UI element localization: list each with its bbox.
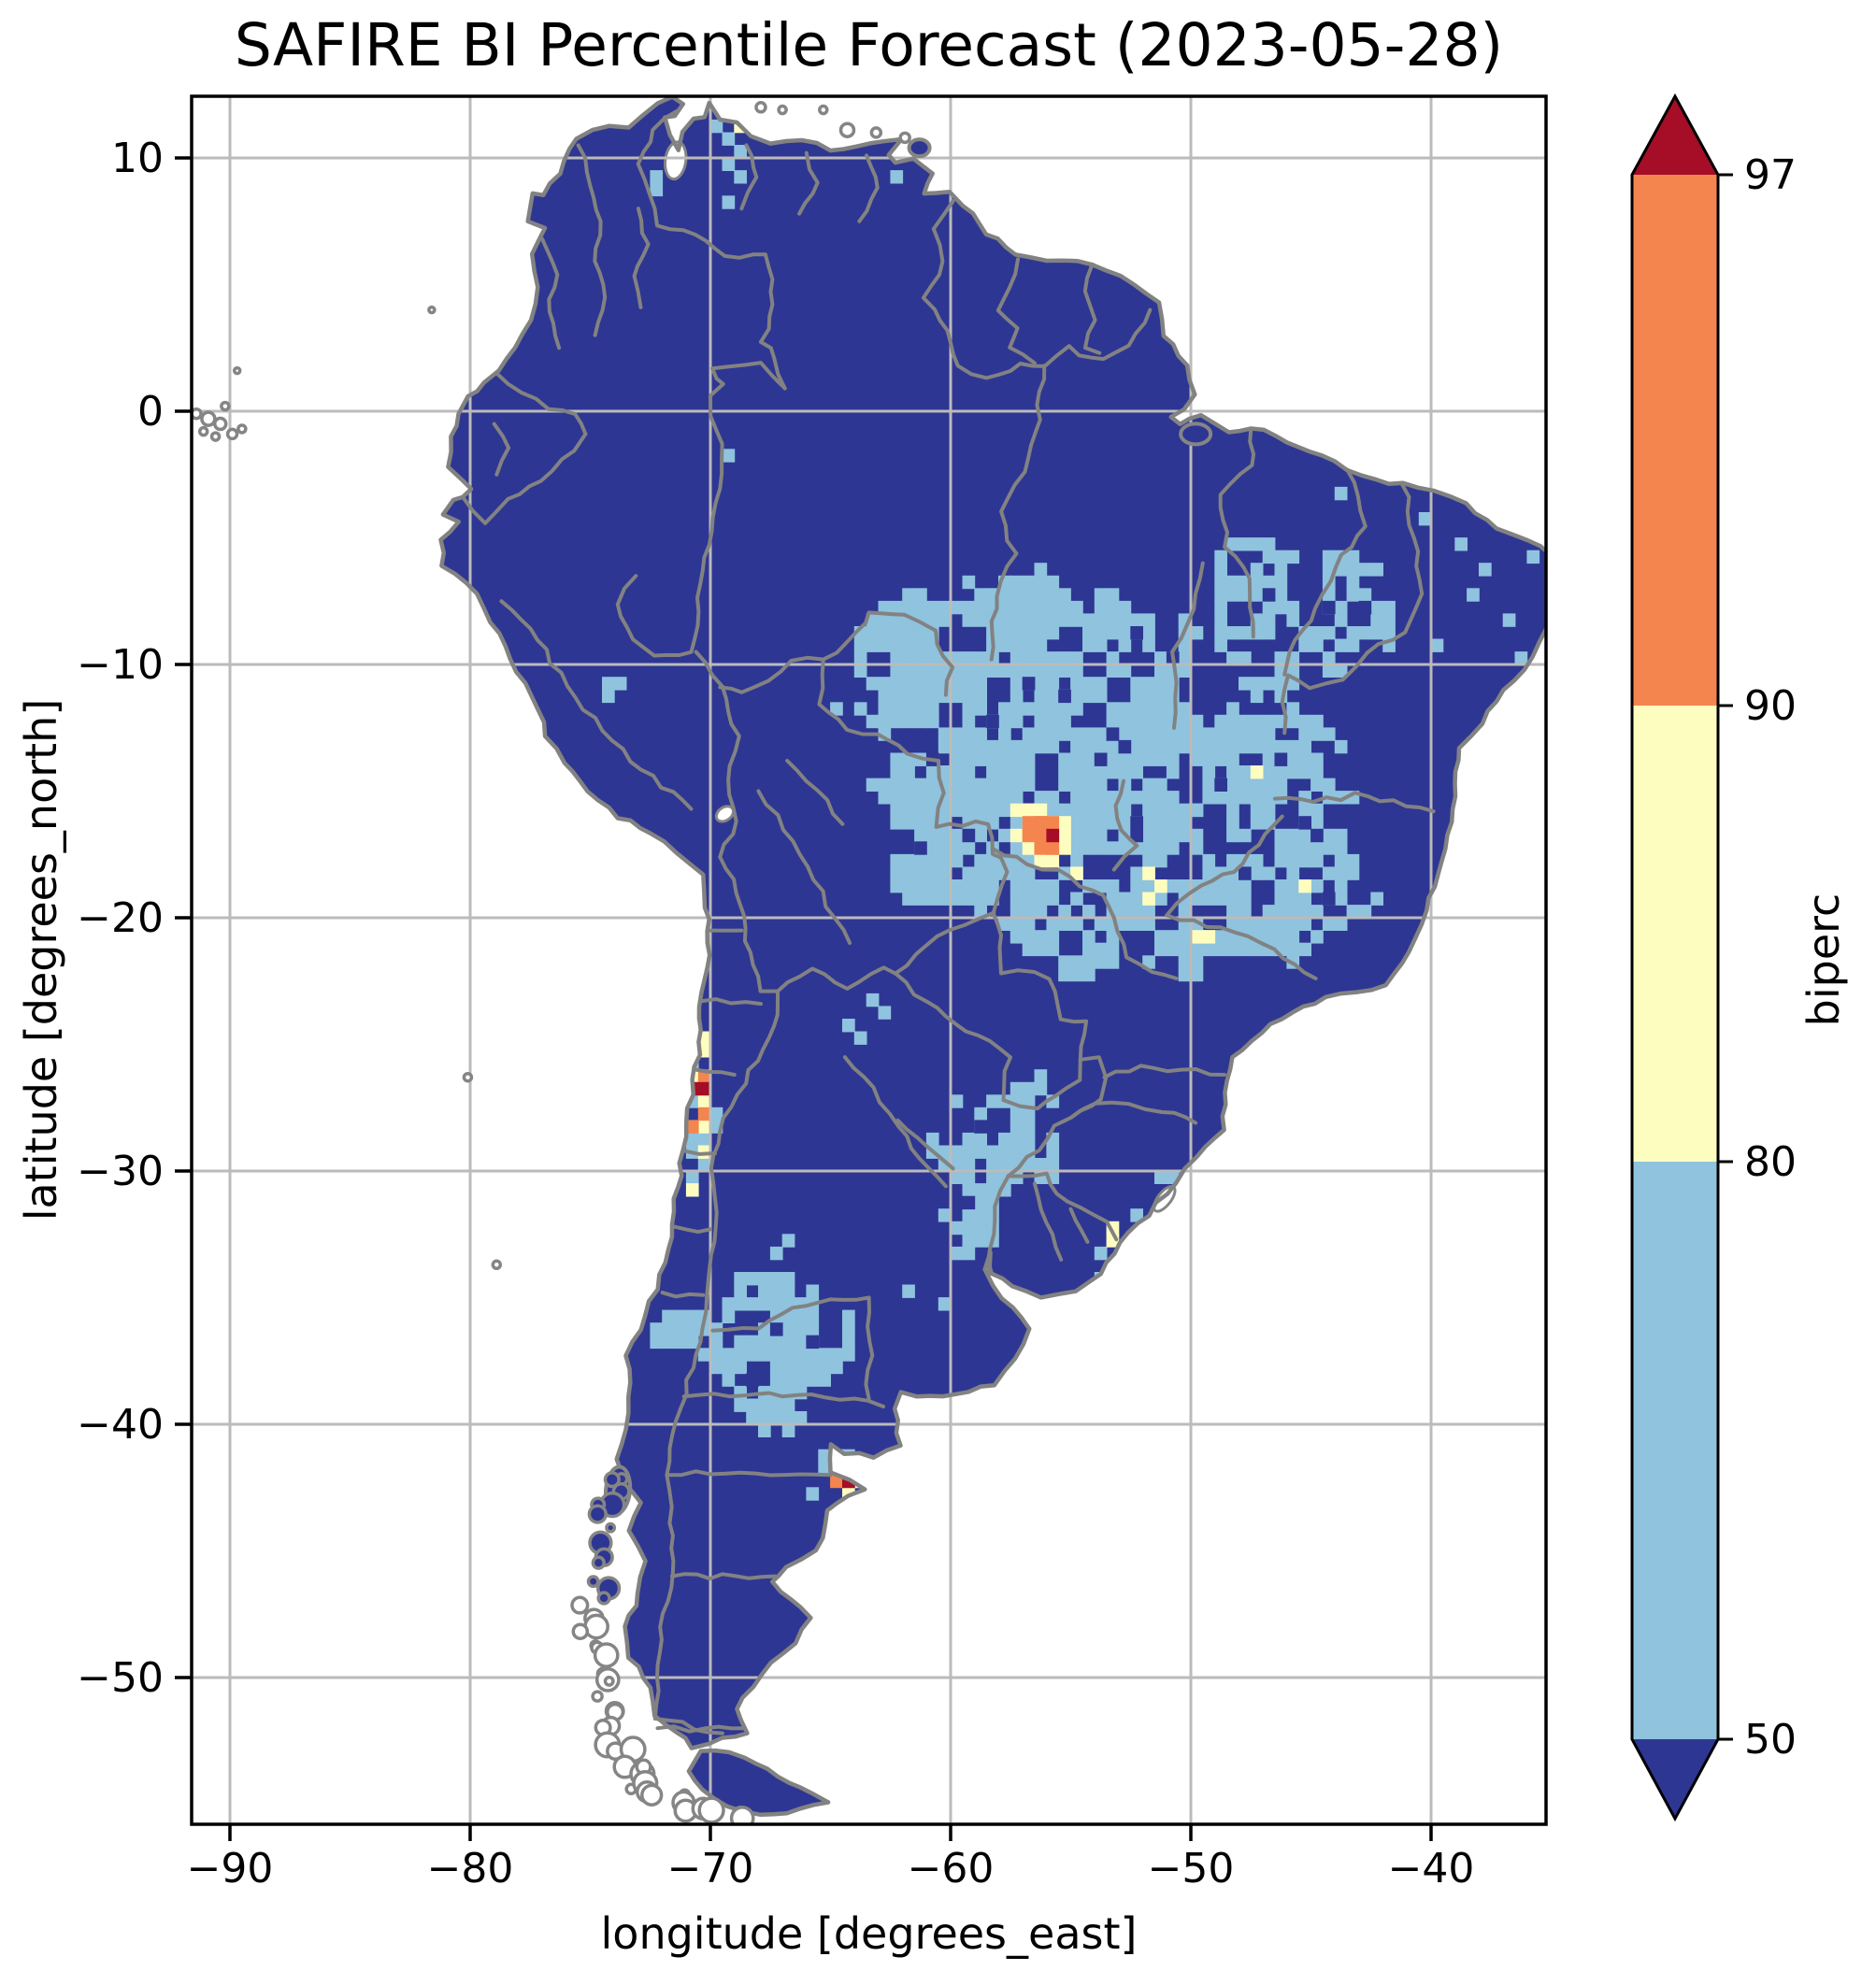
y-tick-label: −30 [77, 1148, 164, 1195]
y-tick-label: −40 [77, 1401, 164, 1449]
colorbar-label: biperc [1798, 893, 1849, 1027]
gridlines [192, 96, 1546, 1824]
colorbar-segment [1632, 706, 1718, 1162]
colorbar: 97 90 80 50 [1630, 93, 1797, 1822]
admin-boundaries [438, 96, 1546, 1818]
colorbar-under-arrow [1632, 1739, 1718, 1819]
islands [192, 101, 1213, 1824]
x-tick-label: −70 [667, 1845, 754, 1892]
raster-layer [602, 119, 1540, 1501]
colorbar-segment [1632, 1162, 1718, 1739]
plot-border [190, 94, 1548, 1826]
y-tick-label: −10 [77, 641, 164, 689]
colorbar-tick-label: 97 [1744, 151, 1797, 199]
x-tick-label: −40 [1388, 1845, 1475, 1892]
y-axis-label: latitude [degrees_north] [16, 698, 66, 1221]
figure-title: SAFIRE BI Percentile Forecast (2023-05-2… [234, 11, 1504, 79]
x-tick-label: −50 [1148, 1845, 1235, 1892]
colorbar-tick-label: 50 [1744, 1716, 1797, 1764]
colorbar-segment [1632, 175, 1718, 706]
x-axis-label: longitude [degrees_east] [600, 1908, 1138, 1959]
colorbar-over-arrow [1632, 96, 1718, 175]
x-tick-label: −90 [187, 1845, 274, 1892]
axis-ticks: −90 −80 −70 −60 −50 −40 10 0 −10 −20 −30 −40 −50 [77, 135, 1474, 1892]
y-tick-label: −20 [77, 894, 164, 942]
colorbar-tick-label: 90 [1744, 682, 1797, 730]
y-tick-label: 10 [111, 135, 164, 182]
x-tick-label: −80 [427, 1845, 514, 1892]
y-tick-label: −50 [77, 1654, 164, 1702]
y-tick-label: 0 [137, 388, 164, 436]
colorbar-tick-label: 80 [1744, 1138, 1797, 1186]
x-tick-label: −60 [908, 1845, 995, 1892]
